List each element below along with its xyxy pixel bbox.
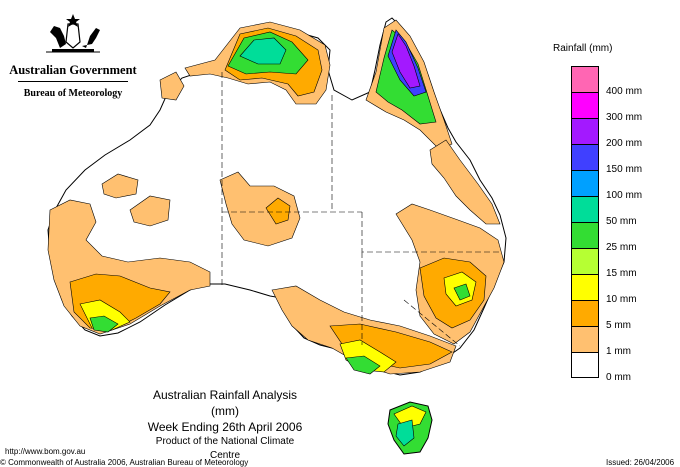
legend-title: Rainfall (mm) — [553, 43, 613, 54]
zone-nsw-east-25mm — [453, 283, 471, 301]
commonwealth-crest-icon — [46, 14, 100, 53]
bureau-name: Bureau of Meteorology — [23, 88, 123, 99]
zone-wa-sw-25mm — [89, 315, 119, 333]
map-title: Australian Rainfall Analysis (mm) Week E… — [140, 387, 310, 463]
legend-label: 400 mm — [606, 86, 643, 97]
legend-label: 150 mm — [606, 164, 643, 175]
zone-wa-center-1mm — [129, 195, 171, 227]
legend-label: 1 mm — [606, 346, 631, 357]
legend-swatch — [571, 118, 599, 144]
zone-pilbara-1mm — [101, 173, 139, 199]
zone-central-1mm — [219, 171, 301, 247]
zone-kimberley-1mm — [159, 71, 185, 101]
government-name: Australian Government — [9, 63, 137, 77]
legend-label: 25 mm — [606, 242, 637, 253]
legend-swatch — [571, 196, 599, 222]
legend-label: 50 mm — [606, 216, 637, 227]
zone-qld-coast-1mm — [429, 139, 501, 225]
legend-swatch — [571, 300, 599, 326]
map-title-line-2: Week Ending 26th April 2006 — [147, 420, 303, 434]
state-borders — [221, 72, 500, 347]
legend-swatch — [571, 326, 599, 352]
legend-swatch — [571, 170, 599, 196]
legend-label: 300 mm — [606, 112, 643, 123]
zone-tasmania-50mm — [395, 419, 415, 447]
zone-cape-york-300mm — [391, 33, 421, 89]
rainfall-zones — [47, 19, 505, 447]
legend-swatch — [571, 92, 599, 118]
zone-top-end-50mm — [239, 37, 287, 65]
footer-copyright: © Commonwealth of Australia 2006, Austra… — [0, 458, 249, 467]
footer-url: http://www.bom.gov.au — [5, 447, 86, 456]
zone-central-5mm — [265, 197, 291, 225]
map-title-line-1: Australian Rainfall Analysis (mm) — [152, 388, 298, 418]
legend-label: 100 mm — [606, 190, 643, 201]
legend-label: 15 mm — [606, 268, 637, 279]
bureau-logo: Australian Government Bureau of Meteorol… — [8, 8, 138, 99]
border-nsw-vic — [403, 299, 461, 347]
legend-swatch — [571, 274, 599, 300]
footer-issued: Issued: 26/04/2006 — [606, 458, 675, 467]
legend-swatch — [571, 248, 599, 274]
legend-swatch — [571, 222, 599, 248]
legend-label: 5 mm — [606, 320, 631, 331]
legend-label: 0 mm — [606, 372, 631, 383]
legend-swatch — [571, 144, 599, 170]
legend-swatch — [571, 352, 599, 378]
legend-label: 200 mm — [606, 138, 643, 149]
legend-label: 10 mm — [606, 294, 637, 305]
logo-divider — [18, 81, 128, 82]
map-title-line-3: Product of the National Climate Centre — [155, 436, 295, 461]
zone-victoria-25mm — [345, 355, 381, 375]
legend-swatch — [571, 66, 599, 92]
